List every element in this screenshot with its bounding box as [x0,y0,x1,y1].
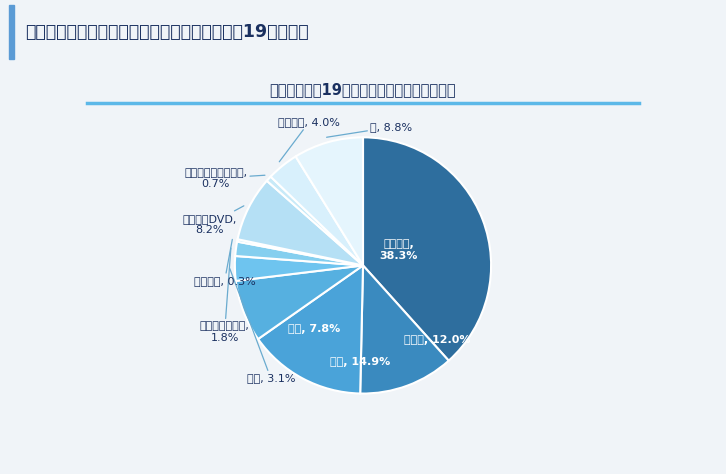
Bar [9,5,14,59]
Text: 給湯, 3.1%: 給湯, 3.1% [230,269,295,383]
Wedge shape [237,181,363,265]
Text: テレビ・DVD,
8.2%: テレビ・DVD, 8.2% [182,206,244,235]
Wedge shape [363,137,491,361]
Wedge shape [236,265,363,339]
Text: 温水便座, 0.3%: 温水便座, 0.3% [194,239,256,286]
Wedge shape [360,265,449,393]
Wedge shape [258,265,363,393]
Text: 洗濯機・乾燥機,
1.8%: 洗濯機・乾燥機, 1.8% [200,248,250,343]
Text: 炊事, 7.8%: 炊事, 7.8% [288,325,340,335]
Wedge shape [235,256,363,281]
Text: 他, 8.8%: 他, 8.8% [327,122,412,137]
Wedge shape [271,156,363,265]
Wedge shape [235,242,363,265]
Wedge shape [295,137,363,265]
Text: 夏の点灯帯（19時頃）の電気の使用割合の例: 夏の点灯帯（19時頃）の電気の使用割合の例 [269,82,457,98]
Text: 照明, 14.9%: 照明, 14.9% [330,356,391,366]
Text: 待機電力, 4.0%: 待機電力, 4.0% [278,117,340,162]
Text: パソコン・ルーター,
0.7%: パソコン・ルーター, 0.7% [184,167,265,189]
Text: エアコン,
38.3%: エアコン, 38.3% [380,239,418,261]
Wedge shape [237,239,363,265]
Wedge shape [267,177,363,265]
Text: 家庭における電気の使用割合（夏季の点灯帯（19時頃））: 家庭における電気の使用割合（夏季の点灯帯（19時頃）） [25,23,309,41]
Text: 冷蔵庫, 12.0%: 冷蔵庫, 12.0% [404,335,470,345]
